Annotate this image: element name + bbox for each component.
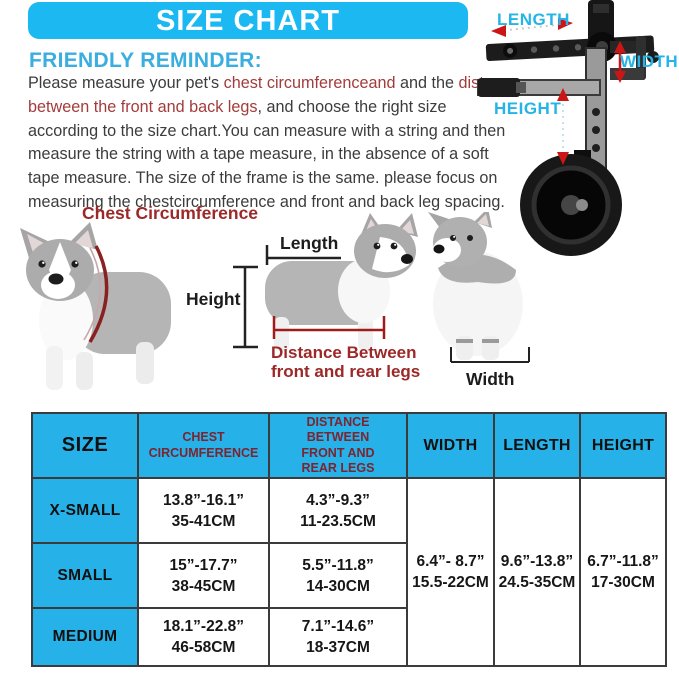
value-cm: 17-30CM [591,574,655,591]
frame-height-label: HEIGHT [494,99,562,118]
chest-strap [88,245,109,343]
size-cell: SMALL [31,542,139,609]
reminder-text-plain: Please measure your pet's [28,74,224,92]
table-row-xsmall: X-SMALL 13.8”-16.1” 35-41CM 4.3”-9.3” 11… [31,477,667,667]
table-row-medium: MEDIUM 18.1”-22.8” 46-58CM 7.1”-14.6” 18… [31,607,666,667]
dog-rear-illustration [428,212,523,360]
col-header-chest: CHEST CIRCUMFERENCE [137,412,270,479]
reminder-text-plain: and the [395,74,459,92]
dog-front-illustration [20,222,171,390]
length-merged-cell: 9.6”-13.8” 24.5-35CM [493,477,581,667]
dog-side-illustration [265,213,418,351]
distance-label-line2: front and rear legs [271,361,421,381]
distance-label-line1: Distance Between [271,343,417,362]
value-inches: 15”-17.7” [169,556,238,574]
value-cm: 35-41CM [171,512,236,530]
frame-length-label: LENGTH [497,10,570,29]
value-inches: 7.1”-14.6” [301,618,375,635]
col-header-width: WIDTH [406,412,495,479]
value-inches: 18.1”-22.8” [163,618,244,635]
height-label: Height [186,289,241,309]
reminder-heading: FRIENDLY REMINDER: [29,49,262,72]
value-cm: 24.5-35CM [498,574,576,591]
frame-width-label: WIDTH [620,52,679,71]
reminder-text-chest-highlight: chest circumferenceand [223,74,396,92]
value-inches: 6.7”-11.8” [587,553,659,570]
col-header-height: HEIGHT [579,412,667,479]
value-cm: 18-37CM [306,639,370,656]
value-cm: 14-30CM [306,577,370,595]
width-merged-cell: 6.4”- 8.7” 15.5-22CM [406,477,495,667]
distance-cell: 5.5”-11.8” 14-30CM [268,542,408,609]
distance-label: Distance Between front and rear legs [271,343,421,381]
chest-cell: 15”-17.7” 38-45CM [137,542,270,609]
value-inches: 6.4”- 8.7” [416,553,485,570]
value-inches: 13.8”-16.1” [163,491,244,509]
value-cm: 38-45CM [171,577,236,595]
size-cell: X-SMALL [31,477,139,544]
value-inches: 5.5”-11.8” [302,556,374,574]
table-header-row: SIZE CHEST CIRCUMFERENCE DISTANCE BETWEE… [31,412,667,479]
reminder-paragraph: Please measure your pet's chest circumfe… [28,72,520,215]
col-header-size: SIZE [31,412,139,479]
value-inches: 4.3”-9.3” [306,491,370,509]
distance-cell: 7.1”-14.6” 18-37CM [268,607,408,667]
table-row-small: SMALL 15”-17.7” 38-45CM 5.5”-11.8” 14-30… [31,542,666,609]
chest-cell: 18.1”-22.8” 46-58CM [137,607,270,667]
value-cm: 11-23.5CM [300,512,376,530]
col-header-distance: DISTANCE BETWEEN FRONT AND REAR LEGS [268,412,408,479]
value-cm: 15.5-22CM [412,574,489,591]
width-label: Width [466,369,515,389]
chest-cell: 13.8”-16.1” 35-41CM [137,477,270,544]
size-table: SIZE CHEST CIRCUMFERENCE DISTANCE BETWEE… [31,412,667,667]
value-inches: 9.6”-13.8” [500,553,574,570]
height-merged-cell: 6.7”-11.8” 17-30CM [579,477,667,667]
value-cm: 46-58CM [171,639,236,656]
page-title: SIZE CHART [28,2,468,39]
chest-circumference-label: Chest Circumference [82,203,259,223]
reminder-text-plain: , and choose the right size according to… [28,97,506,211]
size-cell: MEDIUM [31,607,139,667]
col-header-length: LENGTH [493,412,581,479]
distance-cell: 4.3”-9.3” 11-23.5CM [268,477,408,544]
length-label: Length [280,233,339,253]
wheelchair-frame-image [477,0,659,256]
